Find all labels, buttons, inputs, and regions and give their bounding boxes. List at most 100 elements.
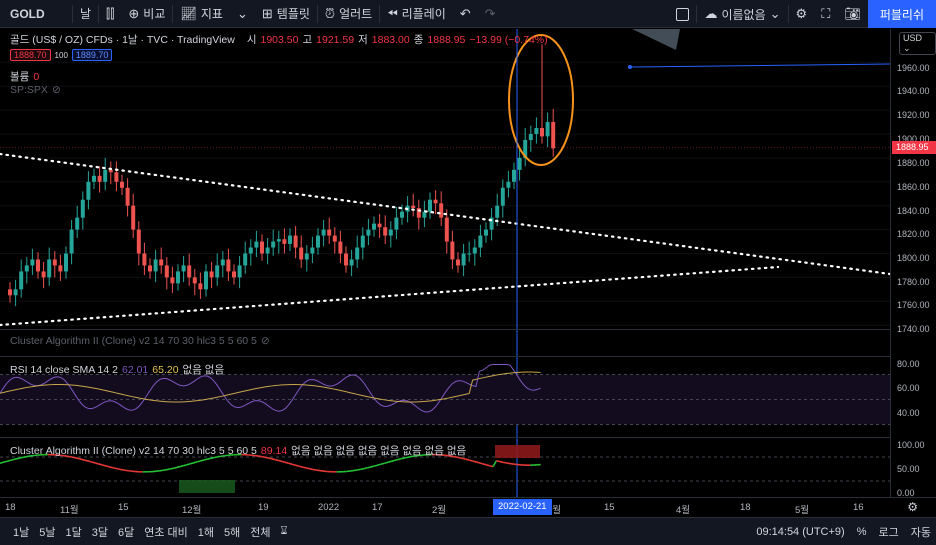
time-label: 15: [604, 502, 615, 513]
low-value: 1883.00: [371, 33, 410, 46]
trade-buttons: 1888.70 100 1889.70: [10, 49, 113, 61]
cluster-line-segment: [404, 456, 409, 459]
candle-body: [75, 217, 80, 230]
range-button[interactable]: 5날: [39, 526, 56, 539]
price-axis[interactable]: USD ⌄ 1960.00 1940.00 1920.00 1900.00 1880.0…: [890, 29, 936, 498]
range-button[interactable]: 3달: [91, 526, 108, 539]
candle-body: [512, 169, 516, 182]
price-label: 1820.00: [897, 229, 930, 239]
cluster-line-segment: [383, 461, 388, 465]
candle-body: [125, 187, 130, 206]
candle-body: [377, 223, 382, 228]
log-toggle[interactable]: 로그: [878, 527, 899, 539]
settings-button[interactable]: ⚙︎: [789, 0, 815, 28]
sell-button[interactable]: 1888.70: [10, 49, 51, 61]
chart-canvas[interactable]: [0, 29, 890, 497]
range-button[interactable]: 5해: [224, 526, 241, 539]
cluster-line-segment: [275, 458, 280, 462]
cluster-line-segment: [377, 463, 382, 467]
pane-divider[interactable]: [0, 437, 890, 438]
cluster-line-segment: [367, 466, 371, 469]
candle-body: [148, 265, 152, 272]
indicators-dropdown[interactable]: ⌄: [230, 0, 255, 28]
cluster-line-segment: [462, 457, 466, 460]
date-range-icon[interactable]: ⌛︎: [280, 525, 288, 537]
range-button[interactable]: 전체: [250, 526, 271, 539]
candle-body: [478, 235, 483, 248]
time-axis[interactable]: 18 11월 15 12월 19 2022 17 2월 3월 15 4월 18 5월 16 2022-02…: [0, 497, 936, 517]
publish-button[interactable]: 퍼블리쉬: [867, 0, 936, 28]
candle-body: [534, 128, 539, 134]
candle-body: [428, 199, 432, 212]
range-button[interactable]: 6달: [118, 526, 135, 539]
interval-button[interactable]: 날: [80, 7, 92, 21]
cluster-line-segment: [503, 461, 507, 464]
rsi-legend: RSI 14 close SMA 14 2 62.01 65.20 없음 없음: [10, 362, 224, 377]
candle-body: [282, 239, 287, 244]
arrow-shape: [632, 29, 680, 50]
candle-body: [349, 259, 354, 266]
candle-body: [13, 289, 18, 296]
candle-body: [198, 283, 203, 290]
buy-button[interactable]: 1889.70: [71, 49, 113, 61]
percent-toggle[interactable]: %: [856, 526, 867, 538]
toolbar-right: ☁︎ 이름없음 ⌄ ⚙︎ ⛶ 📷︎ 퍼블리쉬: [669, 0, 936, 28]
range-button[interactable]: 연초 대비: [144, 526, 188, 539]
cluster-line-segment: [74, 456, 79, 460]
cluster-lower-legend: Cluster Algorithm II (Clone) v2 14 70 30…: [10, 443, 466, 458]
time-label: 4월: [676, 505, 691, 516]
compare-button[interactable]: ⊕ 비교: [128, 5, 166, 22]
candle-body: [461, 253, 466, 266]
bar-style-button[interactable]: ⫿⫿: [99, 0, 121, 28]
indicators-button[interactable]: 📈︎ 지표: [180, 5, 223, 22]
hidden-eye-icon[interactable]: ⊘: [51, 84, 61, 96]
cluster-line-segment: [394, 458, 399, 462]
clock-time[interactable]: 09:14:54 (UTC+9): [756, 526, 845, 538]
indicators-icon: 📈︎: [180, 5, 197, 21]
compare-legend: SP:SPX ⊘: [10, 84, 61, 96]
cluster-line-segment: [316, 469, 320, 472]
cluster-line-segment: [108, 465, 113, 469]
time-label: 18: [740, 502, 751, 513]
cluster-line-segment: [479, 462, 484, 465]
cluster-line-segment: [401, 457, 405, 460]
range-button[interactable]: 1날: [13, 526, 30, 539]
price-label: 1960.00: [897, 63, 930, 73]
gear-icon[interactable]: ⚙︎: [907, 500, 918, 514]
cluster-line-segment: [6, 459, 11, 463]
cluster-line-segment: [387, 460, 392, 464]
candle-body: [422, 211, 427, 218]
templates-button[interactable]: ⊞ 템플릿: [261, 5, 310, 22]
fullscreen-toggle[interactable]: [669, 0, 696, 28]
cluster-line-segment: [458, 456, 463, 460]
candle-body: [170, 277, 175, 284]
candle-body: [58, 265, 63, 272]
layout-menu[interactable]: ☁︎ 이름없음 ⌄: [704, 6, 781, 22]
currency-button[interactable]: USD ⌄: [899, 32, 936, 55]
candle-body: [450, 241, 455, 260]
chart-area[interactable]: 골드 (US$ / OZ) CFDs · 1날 · TVC · TradingV…: [0, 29, 890, 497]
hidden-eye-icon[interactable]: ⊘: [260, 335, 270, 347]
cluster-line-segment: [261, 455, 266, 459]
auto-toggle[interactable]: 자동: [910, 527, 931, 539]
cluster-line-segment: [105, 465, 110, 468]
alerts-button[interactable]: ⏰︎ 얼러트: [324, 5, 373, 22]
snapshot-button[interactable]: 📷︎: [837, 0, 868, 28]
symbol-search[interactable]: GOLD: [10, 6, 45, 21]
range-button[interactable]: 1해: [197, 526, 215, 539]
fullscreen-button[interactable]: ⛶: [814, 0, 837, 28]
cluster-line-segment: [13, 457, 18, 461]
pane-divider[interactable]: [0, 329, 890, 330]
candle-body: [528, 134, 533, 140]
cluster-line-segment: [20, 456, 24, 459]
cluster-main-legend: Cluster Algorithm II (Clone) v2 14 70 30…: [10, 335, 270, 347]
redo-button[interactable]: ↷: [478, 0, 503, 28]
cluster-line-segment: [452, 455, 456, 458]
candle-body: [30, 259, 35, 266]
undo-button[interactable]: ↶: [453, 0, 478, 28]
compare-symbol: SP:SPX: [10, 84, 48, 96]
range-button[interactable]: 1달: [65, 526, 82, 539]
pane-divider[interactable]: [0, 356, 890, 357]
candle-body: [288, 235, 292, 244]
replay-button[interactable]: ⏪︎ 리플레이: [387, 5, 446, 22]
